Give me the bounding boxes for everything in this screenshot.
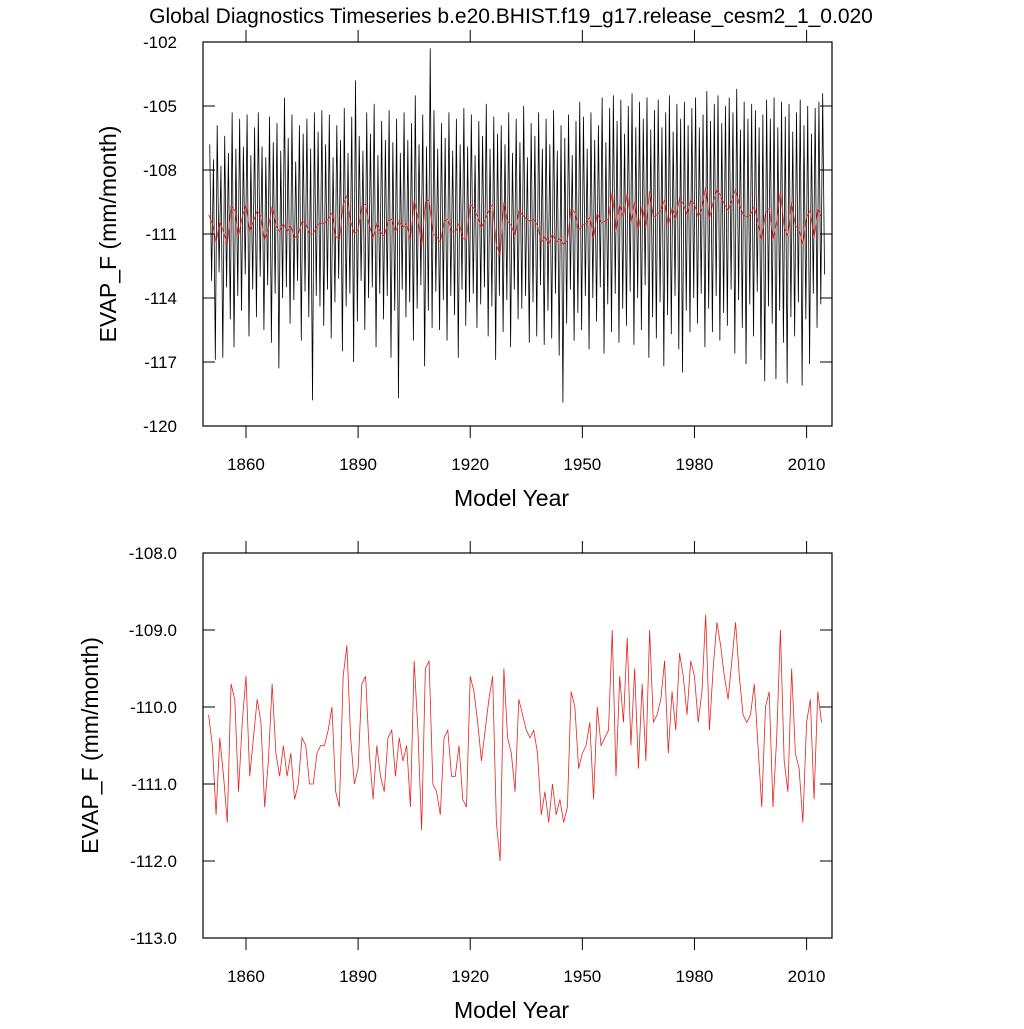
y-tick-label: -102 bbox=[143, 33, 177, 52]
chart-title: Global Diagnostics Timeseries b.e20.BHIS… bbox=[149, 5, 873, 28]
x-tick-label: 1980 bbox=[676, 967, 714, 986]
y-axis-label: EVAP_F (mm/month) bbox=[95, 126, 121, 343]
y-tick-label: -105 bbox=[143, 97, 177, 116]
y-tick-label: -117 bbox=[144, 353, 177, 372]
x-tick-label: 2010 bbox=[788, 455, 826, 474]
y-tick-label: -109.0 bbox=[129, 621, 177, 640]
y-tick-label: -114 bbox=[144, 289, 177, 308]
y-tick-label: -112.0 bbox=[130, 852, 177, 871]
y-tick-label: -108 bbox=[143, 161, 177, 180]
y-tick-label: -120 bbox=[143, 417, 177, 436]
plot-frame bbox=[202, 552, 833, 939]
y-axis-label: EVAP_F (mm/month) bbox=[77, 637, 103, 854]
y-tick-label: -108.0 bbox=[129, 544, 177, 563]
x-tick-label: 1890 bbox=[339, 455, 377, 474]
x-axis-label: Model Year bbox=[454, 485, 569, 511]
data-line bbox=[208, 187, 822, 256]
x-tick-label: 1890 bbox=[339, 967, 377, 986]
y-tick-label: -111.0 bbox=[131, 775, 177, 794]
x-axis-label: Model Year bbox=[454, 997, 569, 1023]
y-tick-label: -113.0 bbox=[130, 929, 177, 948]
x-tick-label: 1920 bbox=[451, 455, 489, 474]
x-tick-label: 1980 bbox=[676, 455, 714, 474]
x-tick-label: 1860 bbox=[227, 455, 265, 474]
x-tick-label: 1950 bbox=[563, 455, 601, 474]
x-tick-label: 2010 bbox=[788, 967, 826, 986]
data-line bbox=[209, 48, 825, 403]
data-line bbox=[208, 614, 822, 862]
y-tick-label: -111 bbox=[145, 225, 177, 244]
x-tick-label: 1860 bbox=[227, 967, 265, 986]
y-tick-label: -110.0 bbox=[130, 698, 177, 717]
x-tick-label: 1950 bbox=[563, 967, 601, 986]
x-tick-label: 1920 bbox=[451, 967, 489, 986]
